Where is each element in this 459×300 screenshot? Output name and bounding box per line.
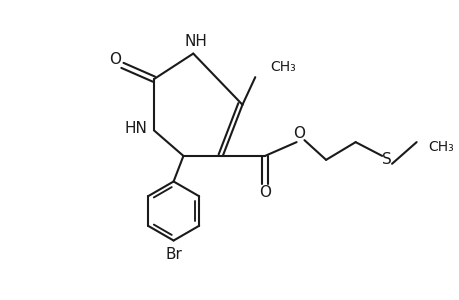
- Text: S: S: [381, 152, 391, 167]
- Text: NH: NH: [185, 34, 207, 49]
- Text: HN: HN: [124, 121, 147, 136]
- Text: O: O: [109, 52, 121, 67]
- Text: CH₃: CH₃: [427, 140, 453, 154]
- Text: Br: Br: [165, 247, 182, 262]
- Text: O: O: [258, 185, 270, 200]
- Text: CH₃: CH₃: [269, 60, 295, 74]
- Text: O: O: [293, 126, 305, 141]
